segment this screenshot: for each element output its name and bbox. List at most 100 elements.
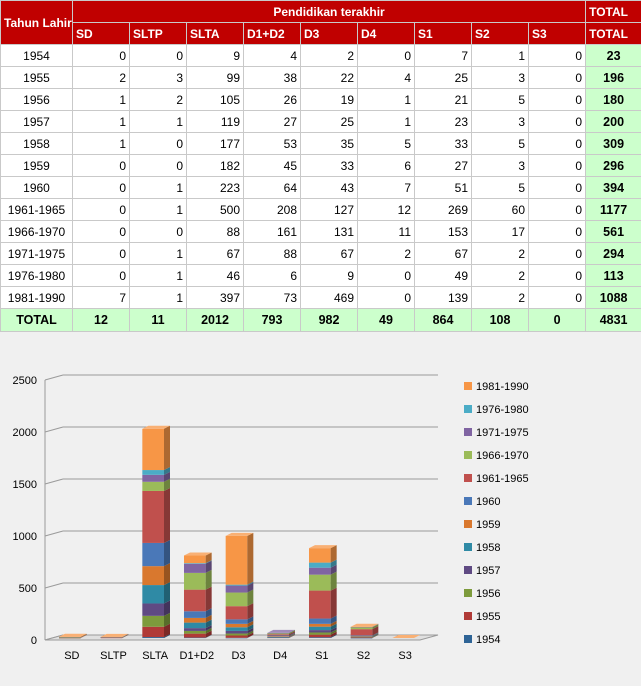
value-cell: 182 <box>186 154 244 177</box>
bar-segment-front <box>142 615 164 627</box>
column-header: SLTP <box>129 22 187 45</box>
bar-segment-front <box>350 636 373 637</box>
grand-total-cell: 4831 <box>585 308 641 332</box>
value-cell: 53 <box>243 132 301 155</box>
bar-segment-front <box>184 563 206 573</box>
bar-segment-side <box>289 631 295 636</box>
value-cell: 0 <box>357 264 415 287</box>
value-cell: 88 <box>186 220 244 243</box>
legend-item: 1958 <box>464 542 500 554</box>
row-total-cell: 200 <box>585 110 641 133</box>
legend-label: 1956 <box>476 588 500 600</box>
bar-segment-front <box>350 636 373 638</box>
bar-segment <box>350 632 379 636</box>
value-cell: 0 <box>72 198 130 221</box>
bar-segment-side <box>289 633 295 638</box>
value-cell: 1 <box>129 286 187 309</box>
value-cell: 3 <box>471 154 529 177</box>
value-cell: 0 <box>129 220 187 243</box>
bar-segment <box>267 633 295 637</box>
bar-segment-front <box>184 589 206 612</box>
value-cell: 67 <box>186 242 244 265</box>
bar-segment <box>225 589 254 607</box>
bar-segment-front <box>142 637 164 638</box>
table-row: 1971-1975 0 1 67 88 67 2 67 2 0 294 <box>0 242 641 265</box>
bar-segment-front <box>59 637 81 638</box>
value-cell: 9 <box>186 44 244 67</box>
bar-segment-side <box>122 634 129 638</box>
bar-segment-front <box>309 626 331 631</box>
bar-segment-side <box>247 634 254 638</box>
value-cell: 0 <box>72 242 130 265</box>
bar-segment <box>225 532 254 585</box>
value-cell: 6 <box>357 154 415 177</box>
value-cell: 67 <box>300 242 358 265</box>
bar-segment-side <box>247 620 254 628</box>
bar-segment-front <box>225 633 248 636</box>
x-tick-label: D4 <box>273 650 287 662</box>
bar-segment <box>142 582 170 604</box>
bar-segment <box>350 624 379 630</box>
bar-segment <box>142 600 170 616</box>
bar-segment-side <box>164 563 170 586</box>
value-cell: 1 <box>129 110 187 133</box>
bar-segment <box>309 631 337 638</box>
bar-segment-side <box>205 627 212 634</box>
column-header: S3 <box>527 22 587 45</box>
bar-segment-side <box>247 589 254 607</box>
bar-segment <box>184 608 212 618</box>
bar-segment-front <box>225 592 248 607</box>
bar-segment-side <box>247 630 254 636</box>
value-cell: 4 <box>243 44 301 67</box>
bar-segment-front <box>309 637 331 638</box>
bar-segment <box>184 586 212 612</box>
legend-swatch <box>464 520 472 528</box>
bar-segment <box>350 633 379 637</box>
bar-segment <box>184 627 212 634</box>
bar-segment-side <box>289 632 295 637</box>
bar-segment-side <box>372 626 379 636</box>
bar-segment-side <box>205 560 212 573</box>
bar-segment <box>350 634 379 638</box>
table-row: 1959 0 0 182 45 33 6 27 3 0 296 <box>0 154 641 177</box>
bar-segment-side <box>372 633 379 638</box>
bar-segment-side <box>122 634 129 638</box>
column-total-cell: 49 <box>357 308 415 332</box>
bar-segment-front <box>184 617 206 623</box>
value-cell: 0 <box>527 242 587 265</box>
data-table-container: Tahun Lahir Pendidikan terakhir TOTAL SD… <box>0 0 641 332</box>
legend-label: 1976-1980 <box>476 404 529 416</box>
bar-segment-front <box>267 635 289 637</box>
value-cell: 1 <box>72 132 130 155</box>
row-total-cell: 196 <box>585 66 641 89</box>
legend-swatch <box>464 382 472 390</box>
value-cell: 2 <box>471 242 529 265</box>
x-tick-label: D1+D2 <box>180 650 215 662</box>
value-cell: 0 <box>357 44 415 67</box>
legend-swatch <box>464 612 472 620</box>
bar-segment <box>184 560 212 573</box>
bar-segment-side <box>372 624 379 628</box>
group-header: Pendidikan terakhir <box>71 0 587 23</box>
value-cell: 6 <box>243 264 301 287</box>
column-header: D3 <box>300 22 358 45</box>
value-cell: 38 <box>243 66 301 89</box>
value-cell: 7 <box>414 44 472 67</box>
column-total-cell: 982 <box>300 308 358 332</box>
bar-segment-front <box>59 636 81 638</box>
bar-segment-side <box>289 633 295 637</box>
value-cell: 43 <box>300 176 358 199</box>
value-cell: 161 <box>243 220 301 243</box>
bar-segment-side <box>205 619 212 629</box>
bar-segment-front <box>225 627 248 631</box>
gridline-diagonal <box>44 374 64 381</box>
bar-segment-side <box>372 633 379 637</box>
value-cell: 223 <box>186 176 244 199</box>
bar-segment-side <box>205 586 212 612</box>
bar-top-cap <box>350 623 379 627</box>
value-cell: 60 <box>471 198 529 221</box>
value-cell: 73 <box>243 286 301 309</box>
bar-segment <box>309 623 337 631</box>
bar-segment-side <box>205 552 212 564</box>
column-header-row: SD SLTP SLTA D1+D2 D3 D4 S1 S2 S3 TOTAL <box>1 22 641 45</box>
